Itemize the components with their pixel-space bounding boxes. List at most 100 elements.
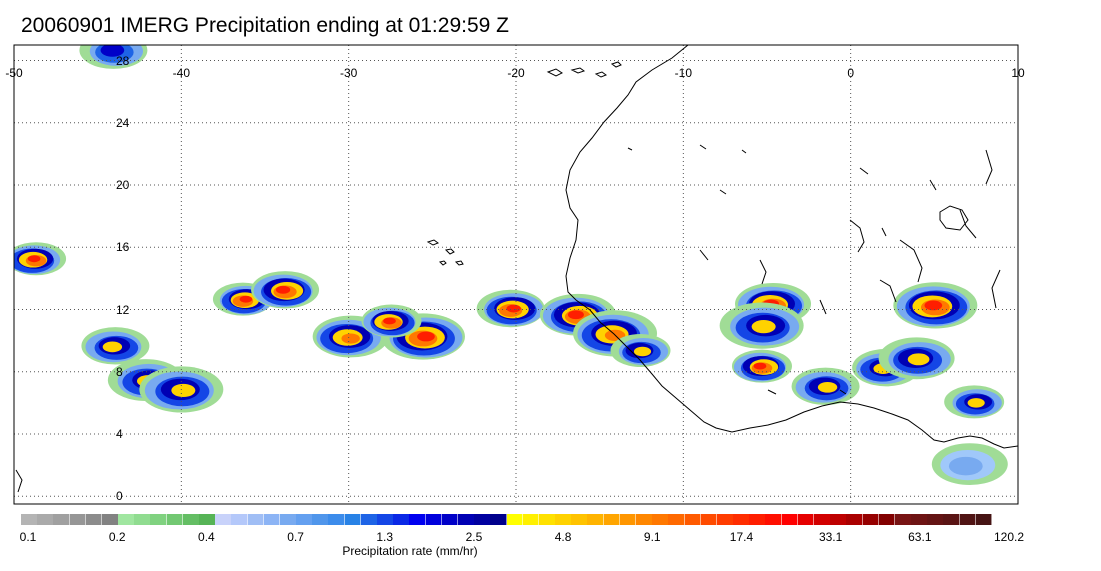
inland-waterbodies xyxy=(627,144,937,395)
colorbar-swatch xyxy=(571,514,588,525)
longitude-tick-label: -50 xyxy=(5,65,23,80)
latitude-tick-label: 4 xyxy=(116,426,123,441)
cape-verde-islands xyxy=(426,239,464,266)
colorbar-swatch xyxy=(522,514,540,525)
colorbar-swatch xyxy=(263,514,281,525)
colorbar-swatch xyxy=(215,514,232,525)
precip-cell xyxy=(81,327,150,365)
colorbar-swatch xyxy=(328,514,346,525)
colorbar-swatch xyxy=(781,514,799,525)
precip-cell xyxy=(79,45,148,69)
west-africa-coast xyxy=(565,45,1018,449)
colorbar-swatch xyxy=(296,514,313,525)
colorbar-swatch xyxy=(652,514,669,525)
colorbar-tick-label: 4.8 xyxy=(554,530,572,544)
coastline xyxy=(15,45,1018,493)
colorbar-swatch xyxy=(733,514,750,525)
colorbar-swatch xyxy=(684,514,702,525)
map-title: 20060901 IMERG Precipitation ending at 0… xyxy=(21,14,509,37)
colorbar-swatch xyxy=(927,514,944,525)
colorbar-swatch xyxy=(85,514,103,525)
colorbar-title: Precipitation rate (mm/hr) xyxy=(342,544,478,558)
colorbar-swatch xyxy=(425,514,443,525)
colorbar-swatch xyxy=(555,514,572,525)
colorbar-swatch xyxy=(587,514,605,525)
colorbar-swatch xyxy=(975,514,993,525)
colorbar-swatch xyxy=(830,514,847,525)
colorbar-swatch xyxy=(312,514,329,525)
colorbar-swatch xyxy=(37,514,54,525)
colorbar-swatch xyxy=(716,514,734,525)
colorbar-swatch xyxy=(409,514,427,525)
colorbar-swatch xyxy=(506,514,524,525)
colorbar-swatch xyxy=(668,514,685,525)
colorbar-swatch xyxy=(635,514,653,525)
colorbar-swatch xyxy=(457,514,475,525)
colorbar-swatch xyxy=(943,514,961,525)
colorbar-tick-label: 0.1 xyxy=(19,530,37,544)
colorbar-swatch xyxy=(749,514,766,525)
colorbar-swatch xyxy=(700,514,718,525)
colorbar-tick-label: 33.1 xyxy=(818,530,843,544)
inland-rivers xyxy=(15,149,1001,493)
precip-cell xyxy=(719,302,804,349)
latitude-tick-label: 20 xyxy=(116,178,130,193)
colorbar-tick-label: 120.2 xyxy=(993,530,1025,544)
colorbar-swatch xyxy=(150,514,168,525)
longitude-tick-label: 0 xyxy=(847,65,854,80)
colorbar-tick-label: 17.4 xyxy=(729,530,754,544)
colorbar-swatch xyxy=(911,514,928,525)
longitude-tick-label: -10 xyxy=(674,65,692,80)
latitude-tick-label: 8 xyxy=(116,364,123,379)
longitude-tick-label: 10 xyxy=(1011,65,1025,80)
colorbar-swatch xyxy=(765,514,783,525)
precipitation-layer xyxy=(14,45,1008,486)
colorbar-swatch xyxy=(959,514,977,525)
colorbar-tick-label: 9.1 xyxy=(643,530,661,544)
latitude-tick-label: 24 xyxy=(116,115,130,130)
longitude-tick-label: -30 xyxy=(339,65,358,80)
colorbar-swatch xyxy=(21,514,38,525)
colorbar-swatch xyxy=(231,514,249,525)
precip-cell xyxy=(476,289,545,328)
colorbar-swatch xyxy=(813,514,831,525)
colorbar-swatch xyxy=(862,514,880,525)
lake-chad xyxy=(939,205,969,231)
colorbar-swatch xyxy=(101,514,119,525)
colorbar-swatch xyxy=(118,514,135,525)
colorbar-swatch xyxy=(279,514,297,525)
colorbar-swatch xyxy=(797,514,815,525)
precip-cell xyxy=(931,443,1008,486)
latitude-tick-label: 28 xyxy=(116,53,130,68)
map-frame xyxy=(13,44,1019,505)
latitude-tick-label: 12 xyxy=(116,302,130,317)
colorbar-swatch xyxy=(894,514,912,525)
longitude-tick-label: -20 xyxy=(507,65,525,80)
colorbar-tick-label: 2.5 xyxy=(465,530,483,544)
colorbar-swatch xyxy=(166,514,184,525)
colorbar-tick-label: 63.1 xyxy=(908,530,932,544)
precip-cell xyxy=(878,337,955,380)
colorbar-swatch xyxy=(377,514,394,525)
colorbar-swatch xyxy=(199,514,216,525)
latitude-tick-label: 16 xyxy=(116,240,130,255)
precip-cell xyxy=(944,385,1005,419)
precip-cell xyxy=(610,334,671,368)
colorbar-swatch xyxy=(360,514,378,525)
colorbar-swatch xyxy=(134,514,151,525)
precip-cell xyxy=(893,282,978,329)
precip-cell xyxy=(251,271,320,309)
colorbar-swatch xyxy=(393,514,410,525)
colorbar-swatch xyxy=(344,514,362,525)
precip-cell xyxy=(791,367,860,406)
canary-islands xyxy=(546,61,622,78)
colorbar-swatch xyxy=(490,514,507,525)
latitude-tick-label: 0 xyxy=(116,489,123,504)
colorbar-swatch xyxy=(53,514,71,525)
colorbar-swatch xyxy=(247,514,265,525)
colorbar-swatch xyxy=(603,514,621,525)
colorbar-tick-label: 0.2 xyxy=(108,530,126,544)
precip-cell xyxy=(14,242,67,276)
colorbar-swatch xyxy=(441,514,459,525)
